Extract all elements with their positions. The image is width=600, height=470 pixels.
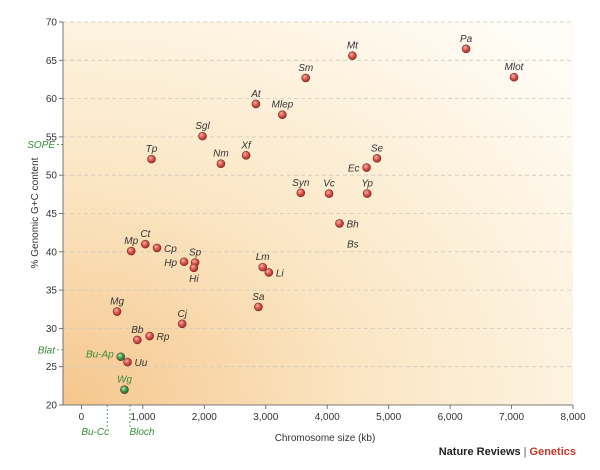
data-point [324,189,334,198]
data-point [216,159,226,169]
point-label: Mlot [505,62,525,73]
data-point [461,44,471,54]
x-tick-label: 8,000 [560,412,585,423]
data-point [120,385,129,394]
point-label: Sa [252,292,265,303]
y-tick-label: 55 [46,132,58,143]
x-tick-label: 3,000 [253,412,278,423]
data-point [141,239,150,249]
y-tick-label: 40 [46,247,58,258]
point-label: Bh [347,219,360,230]
y-tick-label: 35 [46,286,58,297]
x-axis-title: Chromosome size (kb) [275,433,376,444]
data-point [278,110,287,119]
point-label: Mt [347,41,359,52]
y-tick-label: 50 [46,171,58,182]
data-point [189,263,199,273]
y-tick-label: 65 [46,56,58,67]
point-label: Ct [140,229,151,240]
point-label: At [250,89,262,100]
annotation-markers: SOPE Blat Bu-Cc Bloch Bs [27,140,358,438]
data-point [147,154,156,164]
marker-label: Bu-Cc [81,427,109,438]
point-label: Wg [117,375,132,386]
data-point [301,73,311,83]
point-label: Lm [256,252,270,263]
y-axis-title: % Genomic G+C content [30,157,41,268]
data-point [145,331,154,341]
point-label: Mg [110,297,124,308]
data-point [254,302,263,312]
data-point [177,319,187,329]
data-point [152,243,162,253]
point-label: Rp [157,332,170,343]
point-label: Hp [164,258,177,269]
point-label: Sp [189,248,202,259]
data-point [348,51,357,61]
data-point [116,352,126,362]
credit-brand: Genetics [529,446,576,458]
data-point [126,246,136,256]
data-point [123,357,132,367]
data-point [258,262,267,272]
y-tick-label: 45 [46,209,58,220]
point-label: Nm [213,149,229,160]
point-label: Se [371,143,384,154]
data-point [264,268,274,277]
data-point [198,131,207,141]
marker-label: SOPE [27,140,55,151]
x-tick-label: 0 [79,412,85,423]
data-point [509,72,519,82]
point-label: Sgl [195,121,210,132]
axes: 20 25 30 35 40 45 50 55 60 65 70 0 1,000 2,000 3,000 4,… [46,18,586,424]
y-tick-label: 25 [46,362,58,373]
data-point [362,189,372,198]
point-label: Xf [240,140,252,151]
y-tick-label: 20 [46,401,58,412]
point-label: Mp [124,236,138,247]
data-point [335,219,344,228]
y-tick-label: 30 [46,324,58,335]
point-label: Tp [146,144,158,155]
point-label: Bs [347,239,359,250]
marker-label: Bloch [129,427,154,438]
point-label: Pa [460,34,473,45]
x-tick-label: 1,000 [130,412,155,423]
marker-label: Blat [38,345,56,356]
gridlines [63,21,573,368]
point-label: Yp [361,179,373,190]
data-point [133,335,142,345]
figure-credit: Nature Reviews | Genetics [439,446,576,458]
point-label: Vc [323,179,335,190]
point-label: Mlep [272,100,294,111]
point-label: Li [276,268,285,279]
credit-source: Nature Reviews [438,446,521,458]
data-point [362,163,371,172]
x-tick-label: 7,000 [499,412,524,423]
x-tick-label: 5,000 [376,412,401,423]
point-label: Bu-Ap [86,350,114,361]
point-label: Ec [348,164,360,175]
point-label: Hi [189,274,199,285]
x-tick-label: 2,000 [192,412,217,423]
data-point [179,257,189,267]
point-label: Sm [298,63,313,74]
point-label: Cj [177,309,187,320]
data-point [241,150,251,160]
data-point [251,99,261,109]
x-tick-label: 6,000 [438,412,463,423]
point-label: Cp [164,244,177,255]
data-point [296,188,306,198]
point-label: Syn [292,178,310,189]
data-points: Pa Mt Mlot Sm At Mlep Sgl Tp Xf Nm Se Ec Syn Vc Yp Bh Mp… [86,34,525,394]
y-tick-label: 60 [46,94,58,105]
x-tick-label: 4,000 [315,412,340,423]
y-tick-label: 70 [46,18,58,29]
data-point [372,154,382,163]
point-label: Uu [135,358,148,369]
credit-separator: | [523,446,527,458]
data-point [112,307,122,316]
point-label: Bb [131,325,144,336]
